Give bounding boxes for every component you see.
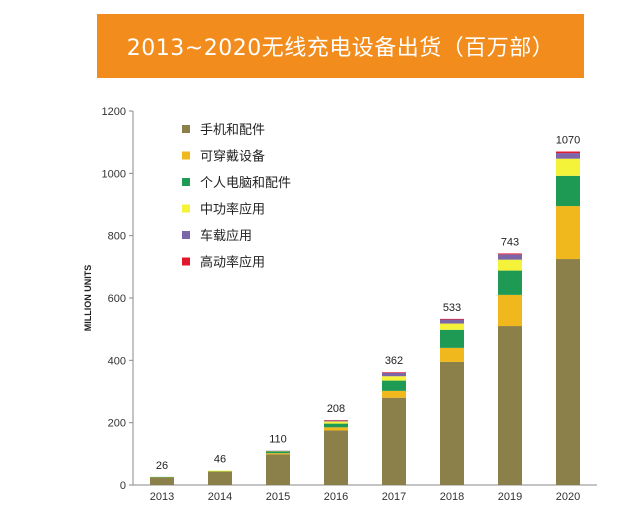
legend-swatch (182, 204, 190, 213)
bar-total-label: 362 (385, 355, 403, 367)
y-tick-label: 800 (108, 231, 126, 243)
legend-label: 手机和配件 (200, 123, 265, 138)
bar-segment (440, 347, 464, 362)
bar-segment (266, 453, 290, 455)
bar-segment (440, 323, 464, 330)
bar-segment (266, 451, 290, 452)
bar-segment (382, 372, 406, 377)
bar-total-label: 533 (443, 302, 461, 314)
x-tick-label: 2019 (498, 491, 522, 503)
y-tick-label: 1000 (102, 168, 126, 180)
bar-segment (440, 329, 464, 348)
bar-segment (208, 470, 232, 472)
bar-segment (556, 153, 580, 159)
bar-segment (150, 477, 174, 485)
bar-segment (498, 326, 522, 485)
bar-segment (324, 420, 348, 422)
title-banner: 2013~2020无线充电设备出货（百万部） (97, 14, 584, 78)
x-tick-label: 2020 (556, 491, 580, 503)
legend-swatch (182, 125, 190, 133)
bar-segment (382, 390, 406, 398)
legend-label: 个人电脑和配件 (200, 176, 291, 191)
bar-segment (324, 427, 348, 431)
y-tick-label: 600 (108, 293, 126, 305)
bar-total-label: 26 (156, 460, 168, 472)
x-tick-label: 2016 (324, 491, 348, 503)
x-tick-label: 2013 (150, 491, 174, 503)
bar-segment (556, 158, 580, 176)
legend-swatch (182, 257, 190, 266)
bar-segment (324, 430, 348, 485)
x-tick-label: 2014 (208, 491, 232, 503)
chart-title: 2013~2020无线充电设备出货（百万部） (126, 36, 555, 61)
bar-segment (498, 270, 522, 295)
legend-label: 可穿戴设备 (200, 149, 265, 165)
bar-total-label: 743 (501, 236, 519, 248)
y-axis-label: MILLION UNITS (83, 265, 93, 332)
bar-segment (382, 380, 406, 391)
bar-segment (556, 206, 580, 260)
bar-segment (556, 151, 580, 154)
bar-segment (324, 420, 348, 421)
bar-total-label: 1070 (556, 135, 580, 147)
legend-label: 高动率应用 (200, 255, 265, 271)
y-tick-label: 200 (108, 418, 126, 430)
bar-segment (150, 476, 174, 478)
bar-segment (208, 471, 232, 472)
bar-segment (556, 259, 580, 485)
bar-segment (498, 294, 522, 327)
y-tick-label: 0 (120, 480, 126, 492)
legend-label: 车载应用 (200, 228, 252, 244)
bar-segment (498, 259, 522, 271)
legend-swatch (182, 151, 190, 160)
x-tick-label: 2015 (266, 491, 290, 503)
bar-total-label: 110 (269, 434, 287, 446)
legend-swatch (182, 231, 190, 239)
bar-segment (324, 423, 348, 428)
bar-segment (382, 376, 406, 381)
bar-segment (208, 470, 232, 472)
bar-segment (266, 451, 290, 454)
legend-swatch (182, 178, 190, 186)
bar-total-label: 208 (327, 403, 345, 415)
bar-segment (498, 254, 522, 260)
bar-segment (440, 318, 464, 320)
bar-total-label: 46 (214, 454, 226, 466)
bar-segment (440, 361, 464, 485)
bar-segment (208, 471, 232, 485)
y-tick-label: 1200 (102, 106, 126, 118)
bar-segment (150, 477, 174, 478)
bar-segment (498, 253, 522, 255)
bar-segment (382, 397, 406, 485)
bar-segment (556, 175, 580, 207)
x-tick-label: 2018 (440, 491, 464, 503)
bar-segment (382, 372, 406, 373)
y-tick-label: 400 (108, 355, 126, 367)
x-tick-label: 2017 (382, 491, 406, 503)
bar-segment (324, 421, 348, 424)
legend-label: 中功率应用 (200, 202, 265, 218)
bar-segment (266, 454, 290, 485)
bar-segment (440, 319, 464, 324)
bar-segment (266, 450, 290, 452)
